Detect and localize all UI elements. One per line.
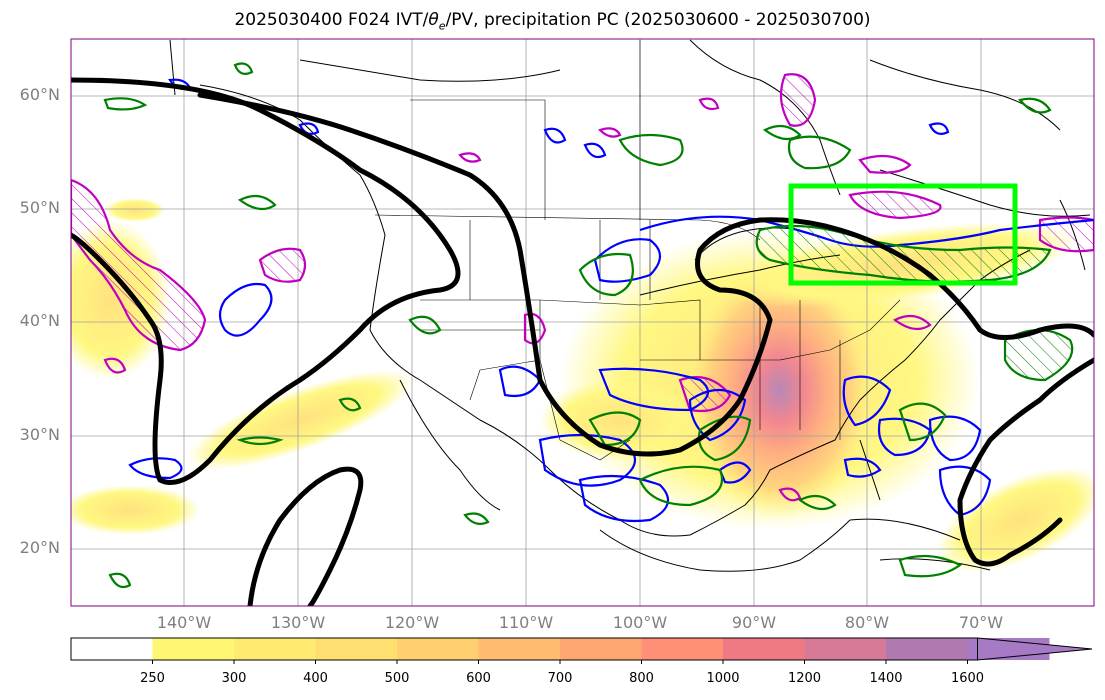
colorbar <box>70 637 1093 664</box>
colorbar-frame <box>70 637 978 661</box>
colorbar-tick-label: 700 <box>547 671 573 686</box>
colorbar-segment <box>804 638 887 660</box>
lon-label-120w: 120°W <box>384 613 440 632</box>
colorbar-segment <box>560 638 642 660</box>
lat-label-30n: 30°N <box>19 425 60 444</box>
colorbar-tick-label: 400 <box>303 671 328 686</box>
map-title: 2025030400 F024 IVT/θe/PV, precipitation… <box>234 10 871 33</box>
colorbar-segment <box>397 638 479 660</box>
colorbar-segment <box>641 638 724 660</box>
colorbar-segment <box>478 638 561 660</box>
map-plot-area <box>71 39 1094 606</box>
colorbar-segment <box>886 638 968 660</box>
lon-label-100w: 100°W <box>612 613 668 632</box>
colorbar-segment <box>152 638 235 660</box>
colorbar-tick-label: 1000 <box>706 671 740 686</box>
colorbar-segment <box>315 638 398 660</box>
magenta-contours <box>71 73 1094 502</box>
lon-label-110w: 110°W <box>498 613 554 632</box>
colorbar-tick-label: 250 <box>140 671 165 686</box>
colorbar-tick-label: 1600 <box>950 671 985 686</box>
colorbar-extend-arrow <box>977 637 1093 661</box>
ivt-contours <box>71 77 1094 606</box>
precipitation-shading <box>71 198 1094 573</box>
colorbar-tick-label: 300 <box>221 671 247 686</box>
highlight-box <box>788 183 1018 286</box>
lat-label-60n: 60°N <box>19 85 60 104</box>
lon-label-140w: 140°W <box>156 613 212 632</box>
colorbar-tick-label: 500 <box>384 671 410 686</box>
lon-label-70w: 70°W <box>958 613 1004 632</box>
colorbar-tick-label: 1400 <box>869 671 903 686</box>
lon-label-90w: 90°W <box>731 613 777 632</box>
colorbar-tick-label: 1200 <box>787 671 822 686</box>
lon-label-80w: 80°W <box>844 613 890 632</box>
colorbar-tick-label: 800 <box>629 671 654 686</box>
lon-label-130w: 130°W <box>270 613 326 632</box>
colorbar-segment <box>71 638 153 660</box>
coastlines <box>169 39 1091 572</box>
lat-label-50n: 50°N <box>19 198 60 217</box>
colorbar-tick-label: 600 <box>466 671 491 686</box>
lat-label-40n: 40°N <box>19 311 60 330</box>
colorbar-segment <box>234 638 316 660</box>
colorbar-segment <box>723 638 805 660</box>
plot-frame <box>70 38 1095 607</box>
lat-label-20n: 20°N <box>19 538 60 557</box>
